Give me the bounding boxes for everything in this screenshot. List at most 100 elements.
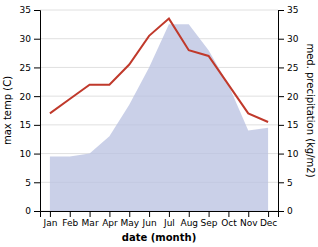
tick-label: Apr [102,218,118,228]
tick-mark [50,211,51,217]
tick-label: 10 [20,149,32,159]
y2-axis-title: med. precipitation (kg/m2) [305,43,316,177]
tick: 20 [278,92,299,102]
line [50,19,268,122]
tick-mark [34,96,40,97]
tick-label: 35 [20,5,31,15]
tick-mark [34,39,40,40]
tick-mark [278,125,284,126]
tick: 10 [278,149,299,159]
tick-mark [70,211,71,217]
tick-mark [278,10,284,11]
tick: Mar [82,211,99,228]
tick-mark [34,125,40,126]
tick: Jan [42,211,57,228]
tick: 15 [278,120,298,130]
tick: 35 [278,5,298,15]
tick-mark [228,211,229,217]
tick-label: 30 [287,34,299,44]
tick: 30 [20,34,40,44]
tick-label: 5 [25,178,31,188]
tick: Oct [221,211,237,228]
tick: May [120,211,139,228]
tick-mark [129,211,130,217]
tick-label: May [120,218,139,228]
y-axis: 0 5 10 15 20 25 30 35 [20,5,41,216]
tick-label: Aug [180,218,198,228]
x-axis: Jan Feb MarAprMayJun Jul AugSepOctNovDec [41,211,279,228]
tick-mark [278,211,284,212]
tick-mark [34,154,40,155]
tick: Jun [142,211,157,228]
chart-container: Jan Feb MarAprMayJun Jul AugSepOctNovDec 0 5 10… [0,0,318,247]
tick-mark [278,67,284,68]
tick-label: 20 [287,92,299,102]
tick-label: 15 [20,120,31,130]
axis-line [34,11,41,212]
tick: Sep [201,211,218,228]
tick-mark [278,39,284,40]
tick-mark [189,211,190,217]
tick-mark [149,211,150,217]
tick-mark [278,96,284,97]
tick-label: Dec [260,218,277,228]
tick-label: 35 [287,5,298,15]
tick: 25 [278,63,298,73]
tick-mark [90,211,91,217]
tick-mark [34,211,40,212]
tick-mark [278,182,284,183]
grid-line [40,10,278,11]
tick: Jul [163,211,175,228]
tick-label: 5 [287,178,293,188]
tick: Aug [180,211,198,228]
tick-label: 0 [25,206,31,216]
tick-label: Feb [62,218,78,228]
tick-mark [34,10,40,11]
tick-label: 15 [287,120,298,130]
tick-label: Jul [163,218,175,228]
tick: 0 [25,206,40,216]
tick-mark [248,211,249,217]
x-axis-title: date (month) [122,232,196,243]
tick: 25 [20,63,40,73]
tick: 5 [25,178,40,188]
tick-label: 10 [287,149,299,159]
tick-label: Oct [221,218,237,228]
tick: Nov [240,211,258,228]
tick: Dec [260,211,277,228]
tick-label: 25 [287,63,298,73]
tick-label: Mar [82,218,99,228]
tick: 10 [20,149,40,159]
tick: 35 [20,5,40,15]
plot-area [50,19,268,211]
tick: 0 [278,206,293,216]
tick-label: 0 [287,206,293,216]
tick-mark [169,211,170,217]
grid [40,10,278,211]
y2-axis: 0 5 10 15 20 25 30 35 [278,5,299,216]
grid-line [40,38,278,39]
tick-label: 30 [20,34,32,44]
tick: Apr [102,211,118,228]
chart-svg: Jan Feb MarAprMayJun Jul AugSepOctNovDec 0 5 10… [0,0,318,247]
tick: Feb [62,211,78,228]
tick: 15 [20,120,40,130]
tick-mark [34,182,40,183]
tick-label: 25 [20,63,31,73]
tick-mark [209,211,210,217]
tick-label: Jun [142,218,157,228]
tick-mark [278,154,284,155]
tick-mark [109,211,110,217]
axis-line [41,212,279,218]
tick-label: Nov [240,218,258,228]
tick: 20 [20,92,40,102]
tick-label: Jan [42,218,57,228]
tick-mark [34,67,40,68]
area [50,24,268,211]
tick-mark [268,211,269,217]
y-axis-title: max temp (C) [2,76,13,145]
tick-label: Sep [201,218,218,228]
tick: 30 [278,34,299,44]
tick: 5 [278,178,293,188]
tick-label: 20 [20,92,32,102]
